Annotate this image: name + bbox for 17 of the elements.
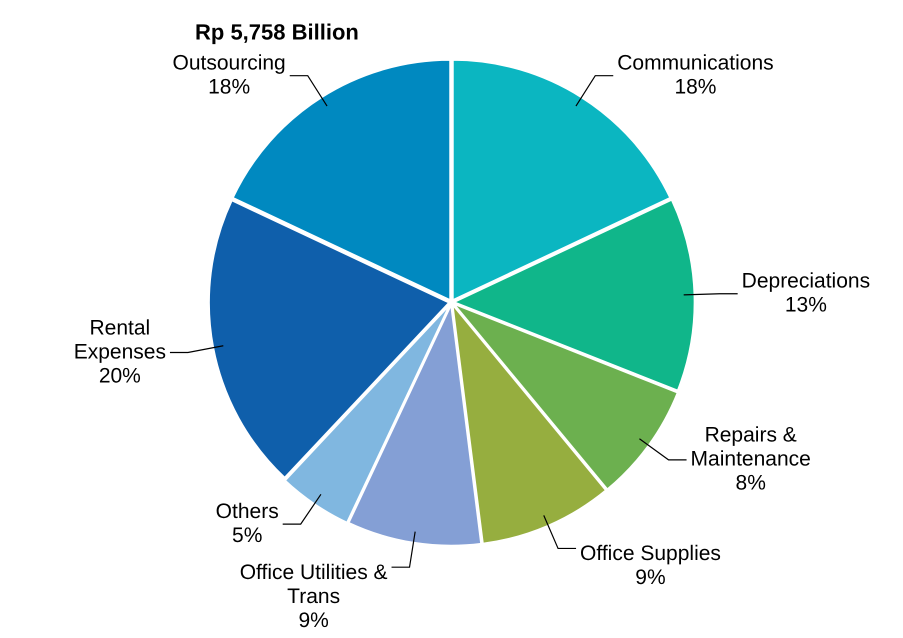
slice-label: Communications xyxy=(617,51,774,74)
data-label: 13% xyxy=(784,294,827,317)
chart-title: Rp 5,758 Billion xyxy=(195,19,359,44)
data-label: 9% xyxy=(298,608,329,632)
slice-label: Office Supplies xyxy=(580,542,721,566)
slice-label: Depreciations xyxy=(742,270,870,293)
slice-label: Others xyxy=(216,500,279,523)
data-label: 20% xyxy=(98,364,141,388)
slice-label: Repairs & Maintenance xyxy=(690,424,811,471)
data-label: 18% xyxy=(208,75,250,98)
data-label: 18% xyxy=(674,75,716,98)
slice-label: Outsourcing xyxy=(172,51,286,74)
data-label: 5% xyxy=(232,524,262,547)
data-label: 8% xyxy=(736,472,766,495)
data-label: 9% xyxy=(635,566,666,590)
slice-label: Office Utilities & Trans xyxy=(240,560,388,608)
slice-label: Rental Expenses xyxy=(74,316,166,364)
